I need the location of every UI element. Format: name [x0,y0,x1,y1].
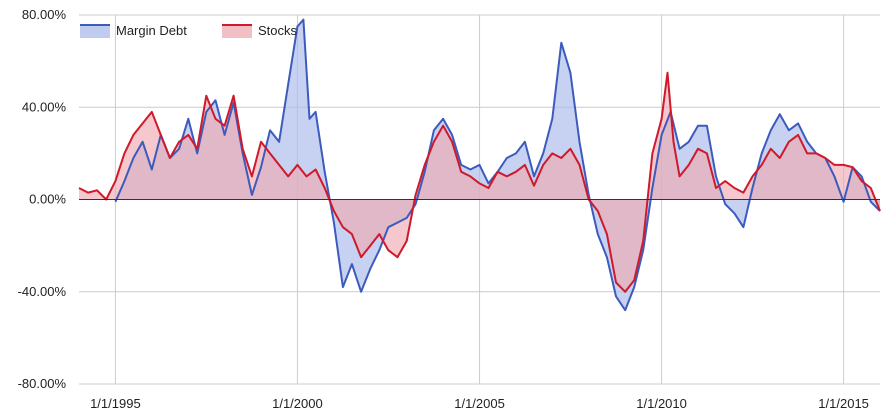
series-line-1 [78,71,881,293]
y-tick-label: 40.00% [22,99,67,114]
legend-label-1: Stocks [258,23,298,38]
x-tick-label: 1/1/1995 [90,396,141,411]
legend-swatch-1 [222,24,252,38]
x-tick-label: 1/1/2005 [454,396,505,411]
y-tick-label: -80.00% [18,376,67,391]
x-tick-label: 1/1/2010 [636,396,687,411]
x-tick-label: 1/1/2015 [818,396,869,411]
series-lines [78,18,881,312]
y-tick-label: -40.00% [18,284,67,299]
series-areas [79,19,880,311]
series-area-0 [115,19,880,311]
legend-swatch-0 [80,24,110,38]
y-axis-tick-labels: 80.00% 40.00% 0.00% -40.00% -80.00% [18,7,67,391]
y-tick-label: 80.00% [22,7,67,22]
series-area-1 [79,72,880,292]
series-line-0 [114,18,881,312]
x-tick-label: 1/1/2000 [272,396,323,411]
x-axis-tick-labels: 1/1/1995 1/1/2000 1/1/2005 1/1/2010 1/1/2015 [90,396,869,411]
chart-legend: Margin Debt Stocks [80,23,298,38]
y-tick-label: 0.00% [29,192,66,207]
legend-label-0: Margin Debt [116,23,187,38]
